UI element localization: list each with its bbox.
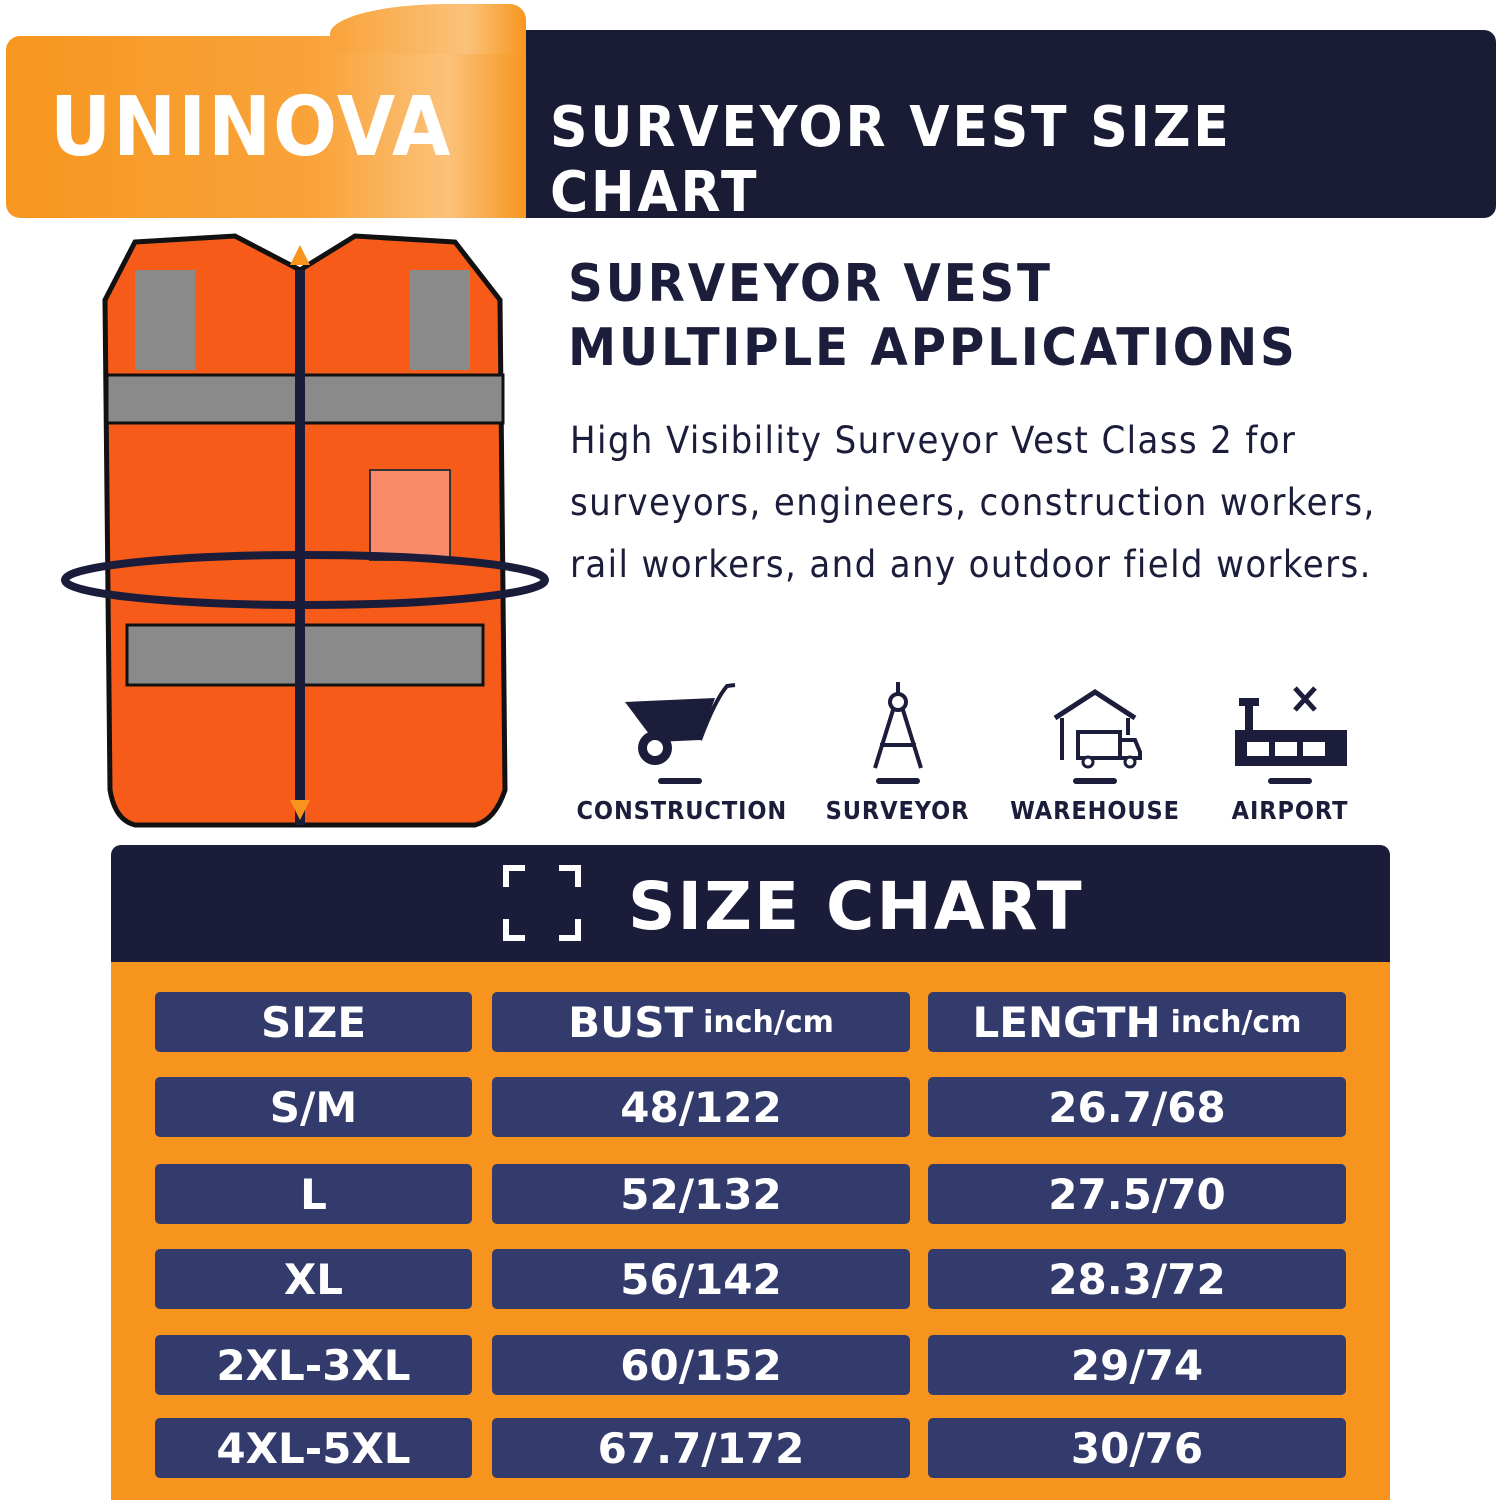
header-bust: BUST inch/cm (492, 992, 910, 1052)
ribbon-curl (330, 4, 526, 54)
table-cell-bust: 67.7/172 (492, 1418, 910, 1478)
table-cell-length: 26.7/68 (928, 1077, 1346, 1137)
table-cell-size: 2XL-3XL (155, 1335, 472, 1395)
brand-ribbon (6, 36, 526, 218)
application-construction: CONSTRUCTION (565, 680, 795, 825)
size-chart-header (111, 845, 1390, 963)
heading-line-2: MULTIPLE APPLICATIONS (568, 318, 1298, 378)
application-surveyor: SURVEYOR (815, 680, 980, 825)
header-length: LENGTH inch/cm (928, 992, 1346, 1052)
brand-logo: UNINOVA (50, 80, 453, 175)
vest-image (61, 233, 549, 828)
heading-line-1: SURVEYOR VEST (568, 254, 1053, 314)
warehouse-truck-icon (1053, 689, 1142, 769)
table-cell-bust: 48/122 (492, 1077, 910, 1137)
table-cell-size: S/M (155, 1077, 472, 1137)
table-cell-size: XL (155, 1249, 472, 1309)
title-banner (520, 30, 1496, 218)
description: High Visibility Surveyor Vest Class 2 fo… (570, 419, 1376, 586)
table-cell-length: 29/74 (928, 1335, 1346, 1395)
size-chart-title: SIZE CHART (628, 868, 1084, 945)
table-cell-bust: 52/132 (492, 1164, 910, 1224)
application-airport: AIRPORT (1215, 680, 1365, 825)
airport-icon (1235, 686, 1347, 766)
table-cell-length: 28.3/72 (928, 1249, 1346, 1309)
application-warehouse: WAREHOUSE (1000, 680, 1190, 825)
page-title: SURVEYOR VEST SIZE CHART (550, 95, 1232, 225)
compass-icon (872, 682, 923, 769)
section-heading: SURVEYOR VEST MULTIPLE APPLICATIONS (568, 252, 1298, 380)
wheelbarrow-icon (625, 683, 736, 765)
table-cell-size: 4XL-5XL (155, 1418, 472, 1478)
table-cell-bust: 60/152 (492, 1335, 910, 1395)
header-size: SIZE (155, 992, 472, 1052)
table-cell-size: L (155, 1164, 472, 1224)
table-cell-bust: 56/142 (492, 1249, 910, 1309)
table-cell-length: 27.5/70 (928, 1164, 1346, 1224)
measure-frame-icon (503, 865, 581, 941)
table-cell-length: 30/76 (928, 1418, 1346, 1478)
